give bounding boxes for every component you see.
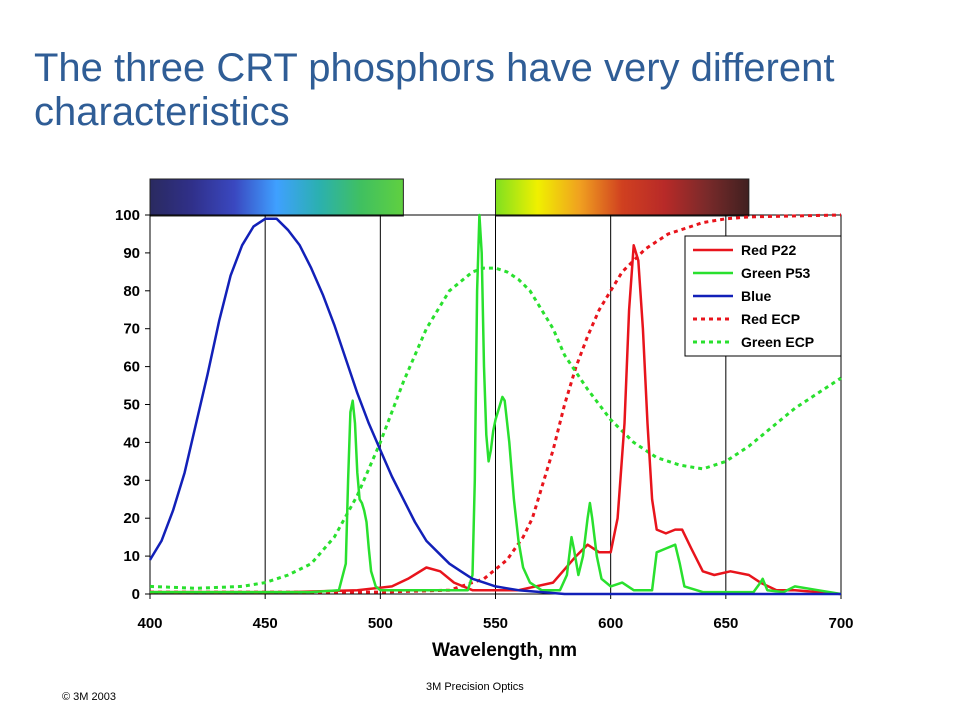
spectrum-bar-2: [495, 178, 750, 217]
x-tick-label: 600: [598, 615, 623, 632]
spectrum-bar-1: [149, 178, 404, 217]
legend-label: Blue: [741, 288, 772, 304]
y-tick-label: 30: [123, 472, 140, 489]
x-tick-label: 500: [368, 615, 393, 632]
series-line-red-p22: [150, 244, 842, 596]
y-tick-label: 60: [123, 359, 140, 376]
y-tick-label: 0: [132, 586, 140, 603]
x-tick-label: 650: [713, 615, 738, 632]
series-line-blue: [148, 217, 841, 596]
y-tick-label: 20: [123, 510, 140, 527]
legend-label: Green ECP: [741, 334, 814, 350]
y-tick-label: 100: [115, 207, 140, 224]
series-line-green-p53: [150, 213, 842, 596]
legend-label: Red P22: [741, 242, 796, 258]
x-axis-label: Wavelength, nm: [432, 640, 577, 661]
x-tick-label: 550: [483, 615, 508, 632]
series-line-red-ecp: [150, 213, 842, 594]
y-tick-label: 70: [123, 321, 140, 338]
footer-company: 3M Precision Optics: [426, 681, 524, 693]
legend-label: Red ECP: [741, 311, 800, 327]
x-tick-label: 450: [253, 615, 278, 632]
x-tick-label: 400: [137, 615, 162, 632]
footer-copyright: © 3M 2003: [62, 691, 116, 703]
y-tick-label: 80: [123, 283, 140, 300]
y-tick-label: 10: [123, 548, 140, 565]
y-tick-label: 90: [123, 245, 140, 262]
legend-label: Green P53: [741, 265, 810, 281]
y-tick-label: 50: [123, 397, 140, 414]
slide-title: The three CRT phosphors have very differ…: [34, 46, 835, 134]
x-tick-label: 700: [828, 615, 853, 632]
series-line-green-ecp: [149, 266, 842, 590]
y-tick-label: 40: [123, 434, 140, 451]
